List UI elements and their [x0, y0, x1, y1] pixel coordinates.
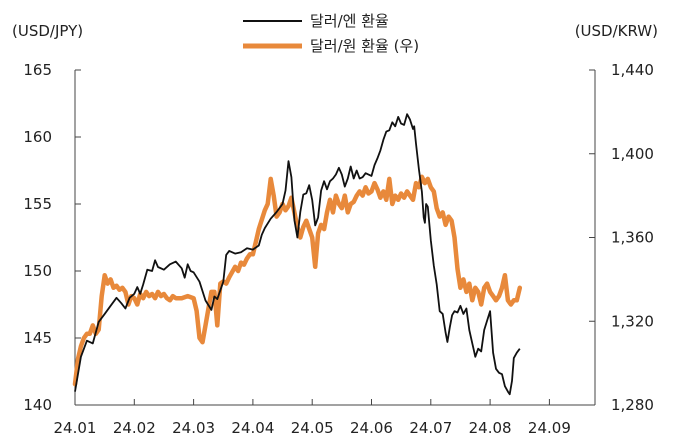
x-axis-ticks: 24.01 24.02 24.03 24.04 24.05 24.06 24.07 24.08…	[54, 399, 571, 437]
right-axis-ticks: 1,280 1,320 1,360 1,400 1,440	[589, 61, 654, 414]
left-tick-label: 165	[23, 61, 52, 79]
x-tick-label: 24.08	[469, 419, 512, 437]
right-tick-label: 1,280	[611, 396, 654, 414]
x-tick-label: 24.09	[528, 419, 571, 437]
right-axis-label: (USD/KRW)	[575, 22, 658, 40]
right-tick-label: 1,400	[611, 145, 654, 163]
legend: 달러/엔 환율 달러/원 환율 (우)	[243, 12, 419, 55]
left-tick-label: 160	[23, 128, 52, 146]
usdjpy-line	[74, 113, 521, 396]
x-tick-label: 24.04	[231, 419, 274, 437]
left-axis-label: (USD/JPY)	[12, 22, 83, 40]
x-tick-label: 24.01	[54, 419, 97, 437]
right-tick-label: 1,440	[611, 61, 654, 79]
right-tick-label: 1,360	[611, 229, 654, 247]
left-tick-label: 155	[23, 195, 52, 213]
x-tick-label: 24.02	[113, 419, 156, 437]
x-tick-label: 24.07	[409, 419, 452, 437]
left-tick-label: 150	[23, 262, 52, 280]
legend-label-usdkrw: 달러/원 환율 (우)	[310, 37, 419, 55]
left-tick-label: 145	[23, 329, 52, 347]
usdkrw-line	[72, 174, 523, 387]
x-tick-label: 24.06	[350, 419, 393, 437]
legend-label-usdjpy: 달러/엔 환율	[310, 12, 389, 30]
left-tick-label: 140	[23, 396, 52, 414]
x-tick-label: 24.03	[172, 419, 215, 437]
x-tick-label: 24.05	[291, 419, 334, 437]
left-axis-ticks: 140 145 150 155 160 165	[23, 61, 81, 414]
right-tick-label: 1,320	[611, 312, 654, 330]
